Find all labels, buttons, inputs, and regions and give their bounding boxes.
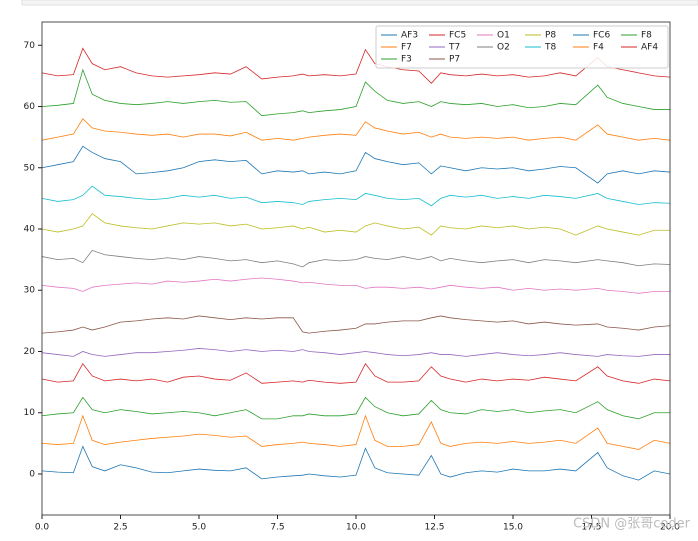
legend-label: FC6 [593, 31, 610, 41]
y-tick-label: 0 [29, 469, 35, 479]
x-tick-label: 17.5 [581, 523, 601, 533]
series-line [41, 118, 671, 141]
series-line [41, 445, 671, 481]
legend-label: O1 [497, 31, 510, 41]
y-tick-label: 50 [24, 163, 36, 173]
legend-label: FC5 [449, 31, 466, 41]
series-line [41, 185, 671, 207]
legend-label: F7 [401, 43, 412, 53]
x-tick-label: 0.0 [35, 523, 50, 533]
series-line [41, 315, 671, 334]
y-tick-label: 10 [24, 408, 36, 418]
legend-label: AF3 [401, 31, 418, 41]
series-line [41, 362, 671, 384]
series-line [41, 145, 671, 184]
legend-label: P8 [545, 31, 556, 41]
series-line [41, 249, 671, 268]
legend-label: T8 [544, 43, 556, 53]
legend-label: P7 [449, 55, 460, 65]
y-tick-label: 60 [24, 102, 36, 112]
legend-label: O2 [497, 43, 510, 53]
legend-label: F8 [641, 31, 652, 41]
watermark: CSDN @张哥coder [573, 517, 691, 532]
x-tick-label: 15.0 [503, 523, 523, 533]
cell-border [21, 0, 698, 6]
y-tick-label: 70 [24, 41, 36, 51]
legend-label: F4 [593, 43, 604, 53]
x-tick-label: 10.0 [346, 523, 366, 533]
x-tick-label: 12.5 [424, 523, 444, 533]
series-line [41, 68, 670, 117]
x-tick-label: 20.0 [660, 523, 680, 533]
legend-label: T7 [448, 43, 460, 53]
x-tick-label: 5.0 [192, 523, 207, 533]
series-line [41, 414, 671, 450]
y-tick-label: 40 [24, 224, 36, 234]
y-tick-label: 20 [24, 347, 36, 357]
legend-label: F3 [401, 55, 412, 65]
legend-label: AF4 [641, 43, 658, 53]
x-tick-label: 2.5 [113, 523, 127, 533]
series-line [41, 277, 670, 294]
series-line [41, 47, 671, 84]
x-tick-label: 7.5 [270, 523, 284, 533]
series-line [41, 396, 670, 420]
legend-box [375, 25, 669, 69]
plot-area: 0 10 20 30 40 50 60 70 0.0 2.5 5.0 7.5 10.0 12.5 15.0 1… [24, 21, 680, 533]
y-tick-label: 30 [24, 286, 36, 296]
series-line [41, 348, 670, 357]
axes-frame [41, 21, 671, 516]
series-line [41, 213, 670, 236]
